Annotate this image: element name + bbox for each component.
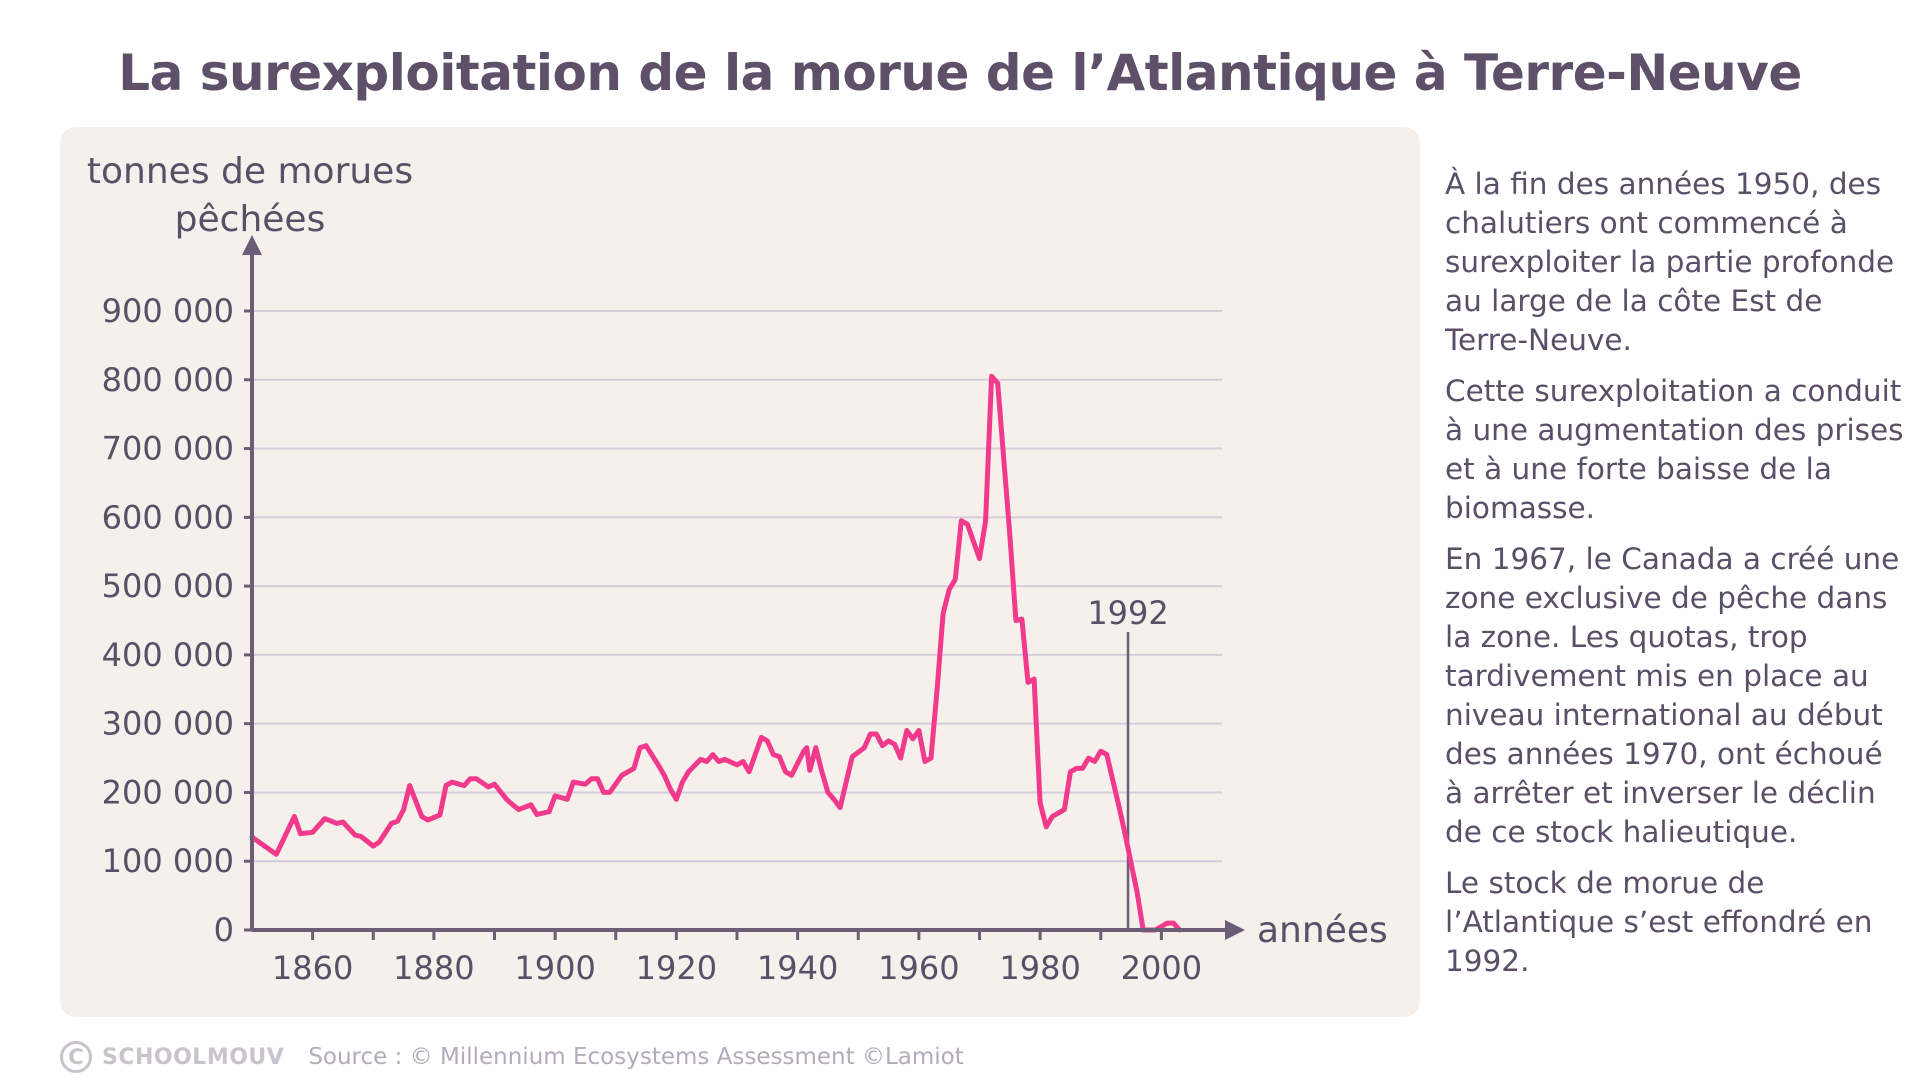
x-tick-label: 1980 xyxy=(999,949,1080,987)
x-axis-arrow xyxy=(1225,920,1245,940)
paragraph-1: À la fin des années 1950, des chalutiers… xyxy=(1445,167,1895,357)
paragraph-4: Le stock de morue de l’Atlantique s’est … xyxy=(1445,866,1873,978)
brand-logo: SCHOOLMOUV xyxy=(102,1044,285,1070)
y-tick-label: 500 000 xyxy=(102,567,234,605)
series-line xyxy=(249,373,1183,933)
x-tick-label: 2000 xyxy=(1121,949,1202,987)
chart-panel: 0 100 000 200 000 300 000 400 000 500 000 600 … xyxy=(60,127,1420,1017)
y-tick-label: 300 000 xyxy=(102,705,234,743)
y-axis-title-line2: pêchées xyxy=(175,199,326,240)
y-tick-label: 600 000 xyxy=(102,498,234,536)
line-chart: 0 100 000 200 000 300 000 400 000 500 000 600 … xyxy=(87,151,1388,987)
x-tick-label: 1900 xyxy=(514,949,595,987)
x-tick-label: 1860 xyxy=(272,949,353,987)
y-axis-arrow xyxy=(242,235,262,255)
paragraph-3: En 1967, le Canada a créé une zone exclu… xyxy=(1445,542,1900,849)
y-tick-label: 400 000 xyxy=(102,636,234,674)
annotation-label: 1992 xyxy=(1087,594,1168,632)
y-tick-label: 200 000 xyxy=(102,773,234,811)
x-tick-label: 1940 xyxy=(757,949,838,987)
y-tick-label: 700 000 xyxy=(102,430,234,468)
x-tick-label: 1880 xyxy=(393,949,474,987)
copyright-logo-icon: C xyxy=(60,1041,92,1073)
y-tick-label: 100 000 xyxy=(102,842,234,880)
x-tick-label: 1960 xyxy=(878,949,959,987)
description-panel: À la fin des années 1950, des chalutiers… xyxy=(1445,165,1905,993)
x-axis-title: années xyxy=(1257,910,1388,951)
y-tick-label: 800 000 xyxy=(102,361,234,399)
y-axis-title-line1: tonnes de morues xyxy=(87,151,413,192)
x-tick-label: 1920 xyxy=(636,949,717,987)
y-tick-label: 0 xyxy=(214,911,234,949)
page-title: La surexploitation de la morue de l’Atla… xyxy=(118,44,1802,102)
paragraph-2: Cette surexploitation a conduit à une au… xyxy=(1445,374,1904,525)
source-credit: Source : © Millennium Ecosystems Assessm… xyxy=(308,1044,964,1070)
footer: C SCHOOLMOUV Source : © Millennium Ecosy… xyxy=(60,1037,964,1077)
y-tick-label: 900 000 xyxy=(102,292,234,330)
